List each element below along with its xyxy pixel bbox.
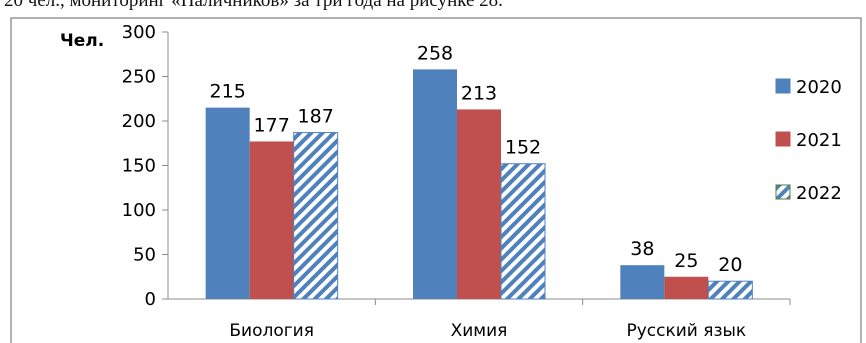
data-label: 187 [298, 106, 334, 128]
y-tick-label: 300 [122, 22, 156, 43]
y-tick-label: 200 [122, 111, 156, 132]
x-tick-label: Биология [229, 321, 314, 341]
page-header-fragment: 20 чел., мониторинг «Наличников» за три … [4, 0, 503, 11]
data-label: 258 [417, 42, 453, 64]
data-labels: 215 177 187 258 213 152 38 25 20 [210, 42, 743, 276]
legend-label: 2021 [796, 130, 842, 151]
y-tick-label: 150 [122, 156, 156, 177]
chart-frame [10, 17, 862, 343]
data-label: 20 [718, 254, 742, 276]
bar [664, 276, 709, 299]
data-label: 213 [461, 82, 497, 104]
bar [249, 141, 294, 299]
y-tick-label: 100 [122, 200, 156, 221]
legend-swatch [775, 184, 791, 200]
data-label: 38 [630, 238, 654, 260]
bar [293, 132, 339, 300]
data-label: 152 [505, 137, 541, 159]
bar [500, 163, 546, 300]
bar [205, 107, 250, 300]
legend-swatch [775, 78, 791, 94]
bars [205, 69, 753, 300]
bar [457, 109, 501, 300]
y-tick-label: 250 [122, 67, 156, 88]
y-axis-label: Чел. [60, 31, 104, 51]
legend-swatch [775, 131, 791, 147]
legend: 2020 2021 2022 [775, 77, 842, 204]
legend-label: 2020 [796, 77, 842, 98]
y-tick-label: 50 [133, 245, 156, 266]
legend-label: 2022 [796, 183, 842, 204]
x-tick-label: Русский язык [626, 321, 746, 341]
data-label: 215 [210, 81, 246, 103]
bar [620, 265, 665, 299]
x-tick-label: Химия [451, 321, 508, 341]
data-label: 25 [674, 250, 698, 272]
bar [413, 69, 457, 299]
bar [707, 280, 753, 300]
axes: 0 50 100 150 200 250 300 Биология Химия Русский я… [122, 22, 791, 341]
y-tick-label: 0 [145, 289, 156, 310]
data-label: 177 [254, 114, 290, 136]
